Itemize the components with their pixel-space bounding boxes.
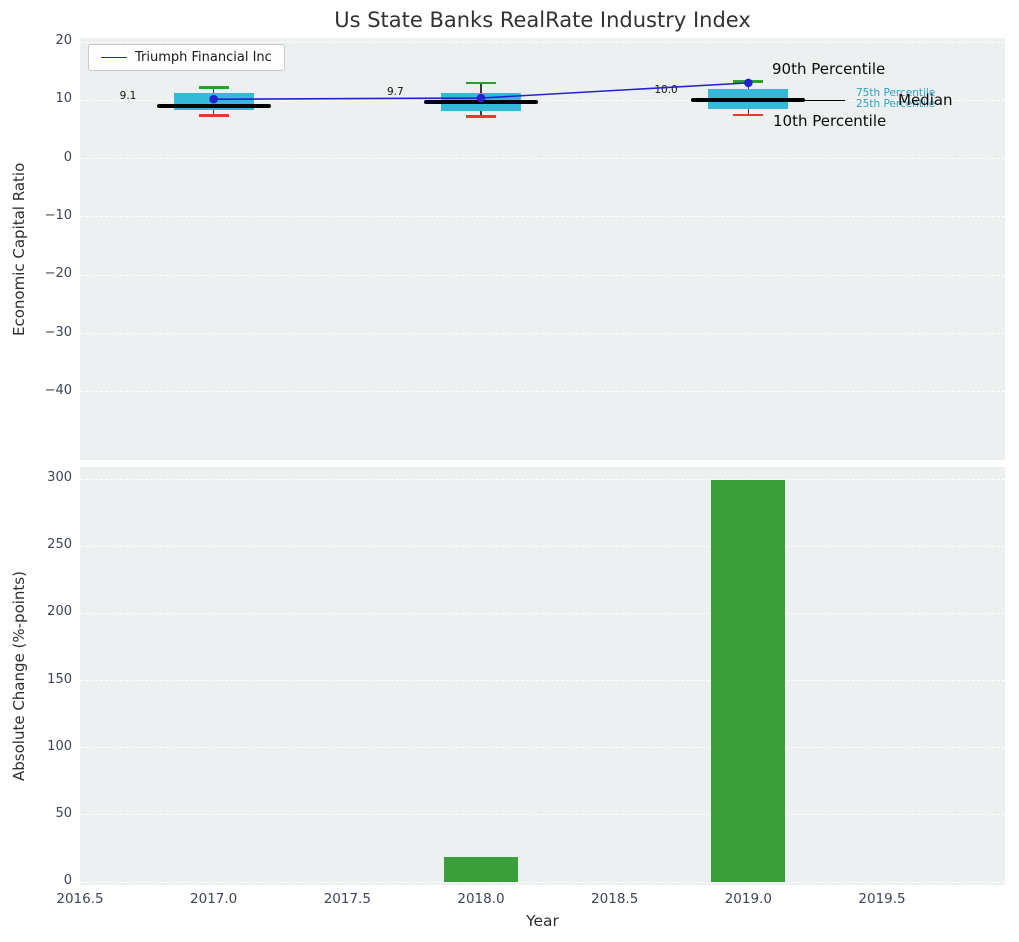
y-tick-label: −20	[32, 266, 72, 281]
y-tick-label: −10	[32, 208, 72, 223]
annotation-90th-percentile: 90th Percentile	[772, 60, 885, 78]
gridline	[80, 479, 1005, 480]
x-tick-label: 2018.5	[591, 891, 638, 907]
y-tick-label: 20	[32, 33, 72, 48]
y-tick-label: −40	[32, 383, 72, 398]
bottom-plot-area: 0501001502002503002016.52017.02017.52018…	[80, 467, 1005, 885]
x-tick-label: 2019.5	[858, 891, 905, 907]
top-plot-area: Triumph Financial Inc 90th Percentile 75…	[80, 38, 1005, 460]
legend: Triumph Financial Inc	[88, 44, 285, 71]
y-tick-label: −30	[32, 325, 72, 340]
x-tick-label: 2019.0	[725, 891, 772, 907]
y-tick-label: 100	[32, 739, 72, 754]
legend-label: Triumph Financial Inc	[135, 50, 272, 65]
gridline	[80, 747, 1005, 748]
gridline	[80, 814, 1005, 815]
figure: Us State Banks RealRate Industry Index E…	[0, 0, 1019, 942]
gridline	[80, 613, 1005, 614]
company-point	[209, 95, 218, 104]
gridline	[80, 680, 1005, 681]
y-tick-label: 50	[32, 806, 72, 821]
legend-line-sample	[101, 57, 127, 58]
y-tick-label: 200	[32, 604, 72, 619]
x-tick-label: 2018.0	[457, 891, 504, 907]
x-tick-label: 2017.5	[324, 891, 371, 907]
y-tick-label: 0	[32, 873, 72, 888]
top-y-axis-label: Economic Capital Ratio	[8, 38, 30, 460]
x-axis-label: Year	[80, 912, 1005, 930]
bar	[444, 857, 518, 883]
x-tick-label: 2017.0	[190, 891, 237, 907]
company-point	[744, 79, 753, 88]
y-tick-label: 0	[32, 150, 72, 165]
chart-title: Us State Banks RealRate Industry Index	[80, 8, 1005, 32]
y-tick-label: 300	[32, 470, 72, 485]
bottom-y-axis-label: Absolute Change (%-points)	[8, 467, 30, 885]
annotation-10th-percentile: 10th Percentile	[773, 112, 886, 130]
company-point	[477, 94, 486, 103]
gridline	[80, 546, 1005, 547]
gridline	[80, 882, 1005, 883]
y-tick-label: 10	[32, 91, 72, 106]
bar	[711, 480, 785, 882]
y-tick-label: 250	[32, 537, 72, 552]
y-tick-label: 150	[32, 672, 72, 687]
annotation-median: Median	[898, 91, 953, 109]
x-tick-label: 2016.5	[56, 891, 103, 907]
